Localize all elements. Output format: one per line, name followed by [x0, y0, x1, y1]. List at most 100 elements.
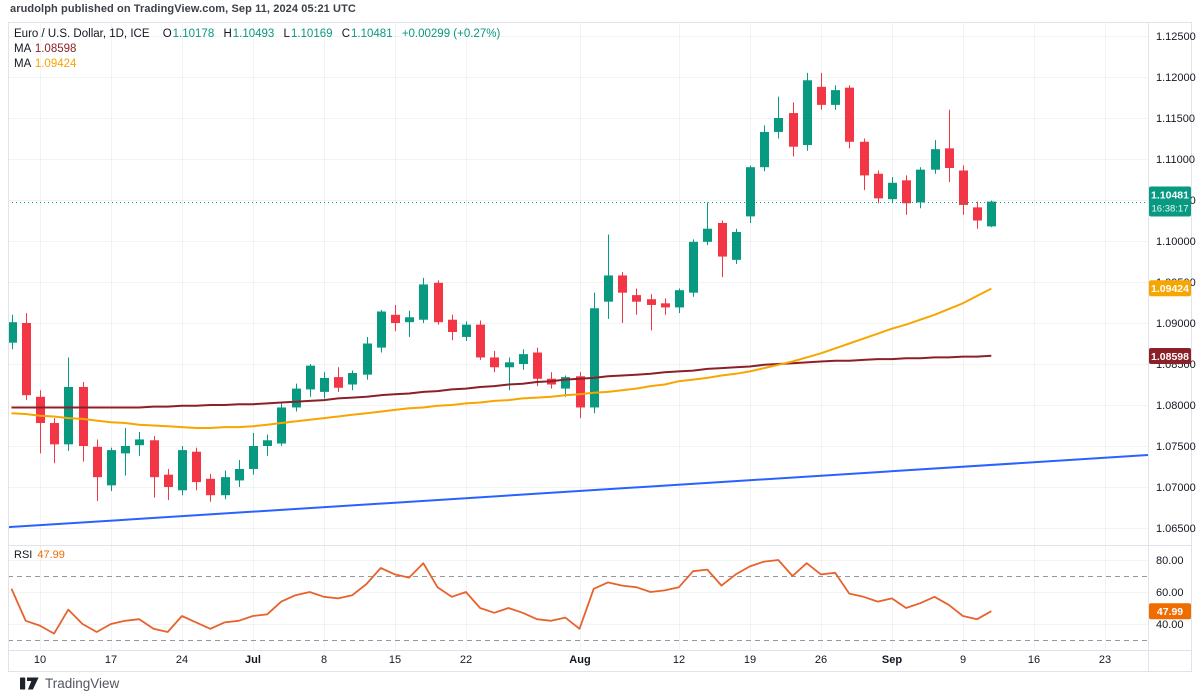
publish-attribution: arudolph published on TradingView.com, S… [10, 3, 356, 15]
rsi-value-badge [1149, 603, 1191, 620]
rsi-value: 47.99 [37, 549, 65, 561]
candle-body [36, 396, 45, 424]
open-label: O [162, 28, 172, 40]
price-axis-label: 1.11000 [1156, 154, 1195, 166]
rsi-label[interactable]: RSI [14, 549, 33, 561]
candle-body [306, 365, 315, 390]
candle-body [277, 407, 286, 444]
time-axis-label: 10 [34, 654, 46, 666]
candle-body [505, 362, 514, 368]
rsi-legend: RSI 47.99 [14, 549, 65, 561]
time-axis-label: Jul [245, 654, 261, 666]
candle-body [490, 357, 499, 368]
time-axis-label: 12 [673, 654, 685, 666]
price-axis-label: 1.07000 [1156, 482, 1196, 494]
candle-body [931, 149, 940, 170]
candle-body [292, 388, 301, 408]
candle-body [789, 113, 798, 147]
time-axis-label: 19 [744, 654, 756, 666]
rsi-line [10, 559, 992, 635]
time-axis[interactable] [8, 650, 1148, 672]
candle-body [22, 323, 31, 396]
candle-body [817, 86, 826, 105]
candle-body [121, 446, 130, 454]
candle-body [93, 446, 102, 478]
candle-body [760, 131, 769, 168]
symbol-title[interactable]: Euro / U.S. Dollar, 1D, ICE [14, 28, 150, 40]
candle-body [703, 228, 712, 242]
candle-body [604, 275, 613, 302]
ma-fast-badge-text: 1.09424 [1151, 283, 1189, 295]
trend-line [7, 454, 1149, 529]
candle-body [164, 474, 173, 487]
legend-ohlc-row: Euro / U.S. Dollar, 1D, ICE O1.10178 H1.… [14, 27, 500, 42]
candle-body [987, 201, 996, 227]
ma-fast-value: 1.09424 [34, 58, 77, 70]
candle-body [689, 241, 698, 293]
candle-body [959, 170, 968, 205]
candle-body [718, 222, 727, 257]
ma-fast-label[interactable]: MA [14, 58, 31, 70]
rsi-axis-label: 80.00 [1156, 555, 1184, 567]
candle-body [135, 439, 144, 446]
price-axis[interactable] [1148, 22, 1192, 672]
time-axis-label: Sep [882, 654, 902, 666]
rsi-pane[interactable] [8, 545, 1148, 650]
candle-body [860, 141, 869, 176]
time-axis-label: 26 [815, 654, 827, 666]
candle-body [647, 299, 656, 305]
candle-body [391, 314, 400, 323]
candle-body [973, 207, 982, 221]
candle-body [675, 290, 684, 308]
candle-body [263, 440, 272, 446]
ma-slow-badge-text: 1.08598 [1151, 351, 1189, 363]
price-axis-label: 1.11500 [1156, 113, 1195, 125]
candle-body [320, 377, 329, 392]
candle-body [746, 167, 755, 217]
rsi-axis-label: 40.00 [1156, 619, 1184, 631]
countdown-text: 16:38:17 [1152, 204, 1189, 215]
candle-body [845, 87, 854, 142]
ma-slow-value: 1.08598 [34, 43, 77, 55]
price-axis-label: 1.09000 [1156, 318, 1196, 330]
low-value: 1.10169 [290, 28, 333, 40]
price-axis-label: 1.10000 [1156, 236, 1196, 248]
candle-body [476, 324, 485, 358]
candle-body [348, 373, 357, 385]
time-axis-label: 9 [960, 654, 966, 666]
time-axis-label: 23 [1099, 654, 1111, 666]
candle-body [732, 231, 741, 260]
current-price-badge [1149, 186, 1191, 217]
candle-body [533, 352, 542, 379]
price-axis-label: 1.08000 [1156, 400, 1196, 412]
open-value: 1.10178 [172, 28, 215, 40]
candle-body [107, 450, 116, 486]
candle-body [150, 440, 159, 478]
tradingview-attribution[interactable]: TradingView [20, 676, 119, 691]
time-axis-label: 15 [389, 654, 401, 666]
tradingview-logo-icon [20, 676, 39, 691]
candle-body [221, 477, 230, 496]
candle-body [803, 80, 812, 146]
price-pane[interactable] [8, 22, 1148, 545]
candle-body [831, 90, 840, 105]
symbol-legend: Euro / U.S. Dollar, 1D, ICE O1.10178 H1.… [14, 27, 500, 72]
candle-body [618, 275, 627, 293]
tradingview-brand-text: TradingView [45, 676, 120, 691]
change-value: +0.00299 (+0.27%) [401, 28, 501, 40]
candles [8, 72, 996, 502]
candle-body [888, 182, 897, 200]
candle-body [405, 317, 414, 323]
candle-body [206, 478, 215, 496]
price-axis-label: 1.12000 [1156, 72, 1196, 84]
candle-body [434, 282, 443, 323]
candle-body [249, 446, 258, 469]
time-axis-labels: 10 17 24 Jul 8 15 22 Aug 12 19 26 Sep 9 16 23 [34, 654, 1111, 666]
candle-body [192, 451, 201, 483]
ma-fast-line [11, 287, 992, 429]
candle-body [363, 343, 372, 375]
time-axis-label: Aug [569, 654, 590, 666]
ma-slow-badge [1149, 347, 1191, 364]
time-axis-label: 8 [321, 654, 327, 666]
ma-slow-label[interactable]: MA [14, 43, 31, 55]
